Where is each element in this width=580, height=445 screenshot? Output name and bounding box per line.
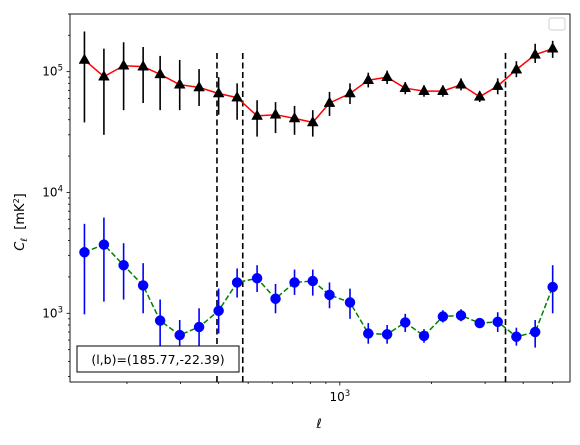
data-point	[381, 329, 393, 340]
y-axis-label-subscript: ℓ	[20, 238, 30, 243]
data-point	[323, 96, 336, 107]
y-axis-label: Cℓ [mK2]	[12, 193, 30, 251]
data-point	[98, 239, 110, 250]
y-tick-label: 105	[42, 64, 63, 79]
data-point	[231, 91, 243, 102]
y-axis-label-symbol: C	[13, 241, 28, 251]
data-point	[270, 293, 281, 304]
data-point	[529, 48, 541, 59]
data-point	[492, 316, 503, 328]
data-point	[381, 70, 393, 82]
data-point	[324, 289, 335, 301]
data-point	[78, 53, 91, 64]
axes: 103 104 105 103	[42, 13, 554, 404]
data-point	[154, 315, 166, 326]
data-point	[363, 328, 374, 339]
data-point	[437, 311, 449, 322]
data-point	[529, 326, 541, 338]
data-point	[288, 111, 301, 123]
data-point	[193, 321, 205, 333]
data-point	[455, 78, 467, 89]
data-point	[473, 90, 486, 101]
data-point	[173, 78, 186, 89]
annotation-box: (l,b)=(185.77,-22.39)	[76, 345, 240, 373]
data-point	[154, 67, 166, 79]
data-point	[344, 86, 356, 98]
data-point	[212, 86, 225, 98]
data-point	[193, 80, 205, 92]
data-point	[79, 247, 90, 258]
x-tick-label: 103	[329, 389, 350, 404]
data-point	[251, 273, 263, 284]
annotation-text: (l,b)=(185.77,-22.39)	[91, 352, 224, 367]
data-point	[118, 259, 129, 271]
data-point	[455, 310, 467, 321]
data-point	[547, 281, 558, 293]
y-tick-label: 104	[42, 184, 63, 199]
data-point	[511, 331, 522, 342]
plot-frame	[69, 13, 571, 383]
data-point	[418, 84, 430, 95]
data-point	[399, 317, 411, 328]
data-point	[137, 280, 149, 291]
y-axis-label-unit-close: ]	[13, 193, 28, 198]
x-axis-label: ℓ	[315, 417, 321, 432]
data-point	[289, 277, 300, 288]
plot-area	[78, 31, 559, 382]
data-point	[98, 70, 110, 81]
data-point	[117, 59, 130, 70]
data-point	[306, 115, 319, 127]
data-point	[362, 73, 375, 85]
y-tick-label: 103	[42, 305, 63, 320]
data-point	[418, 330, 430, 342]
legend-box	[548, 17, 566, 31]
data-point	[344, 297, 356, 308]
data-point	[437, 84, 449, 95]
data-point	[307, 275, 319, 287]
data-point	[546, 42, 559, 53]
data-point	[174, 329, 185, 341]
data-point	[474, 317, 485, 329]
data-point	[510, 63, 523, 74]
data-point	[269, 108, 282, 119]
data-point	[231, 277, 243, 288]
data-point	[251, 109, 263, 120]
data-point	[399, 81, 412, 93]
data-point	[213, 305, 224, 316]
y-axis-label-unit-sup: 2	[12, 198, 21, 203]
data-point	[491, 79, 504, 90]
data-point	[137, 60, 149, 71]
y-axis-label-unit: [mK	[13, 203, 28, 230]
